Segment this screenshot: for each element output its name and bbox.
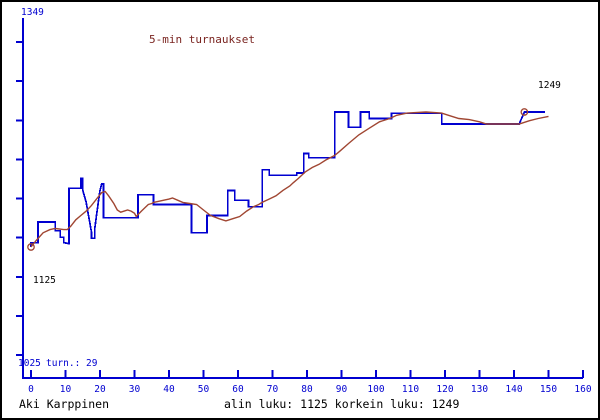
x-tick-label: 130 (471, 384, 488, 395)
x-axis-ticks (30, 370, 584, 378)
x-tick-label: 100 (367, 384, 384, 395)
start-marker (27, 243, 35, 251)
x-tick-label: 20 (94, 384, 106, 395)
tournament-count-label: turn.: 29 (46, 358, 98, 369)
x-tick-label: 140 (505, 384, 522, 395)
end-marker (520, 108, 529, 116)
y-axis-min-label: 1025 (18, 358, 41, 369)
x-tick-label: 10 (60, 384, 72, 395)
x-tick-label: 160 (574, 384, 591, 395)
x-tick-label: 30 (129, 384, 141, 395)
x-axis-labels: 0 10 20 30 40 50 60 70 80 90 100 110 120 130 140 150 160 (28, 384, 592, 395)
x-tick-label: 70 (267, 384, 279, 395)
x-tick-label: 60 (232, 384, 244, 395)
x-tick-label: 40 (163, 384, 175, 395)
average-line (30, 111, 549, 248)
x-tick-label: 80 (301, 384, 313, 395)
x-tick-label: 150 (540, 384, 557, 395)
chart-title: 5-min turnaukset (149, 33, 255, 46)
y-axis-max-label: 1349 (21, 7, 44, 18)
x-tick-label: 110 (402, 384, 419, 395)
x-tick-label: 120 (436, 384, 453, 395)
player-name: Aki Karppinen (19, 397, 109, 411)
last-value-annotation: 1249 (538, 80, 561, 91)
min-value-annotation: 1125 (33, 275, 56, 286)
y-axis-ticks (16, 41, 23, 356)
x-tick-label: 0 (28, 384, 34, 395)
min-max-stats: alin luku: 1125 korkein luku: 1249 (224, 397, 459, 411)
x-tick-label: 50 (198, 384, 210, 395)
rating-line (30, 111, 546, 247)
series-markers (27, 108, 529, 251)
x-tick-label: 90 (336, 384, 348, 395)
series-lines (30, 111, 549, 248)
